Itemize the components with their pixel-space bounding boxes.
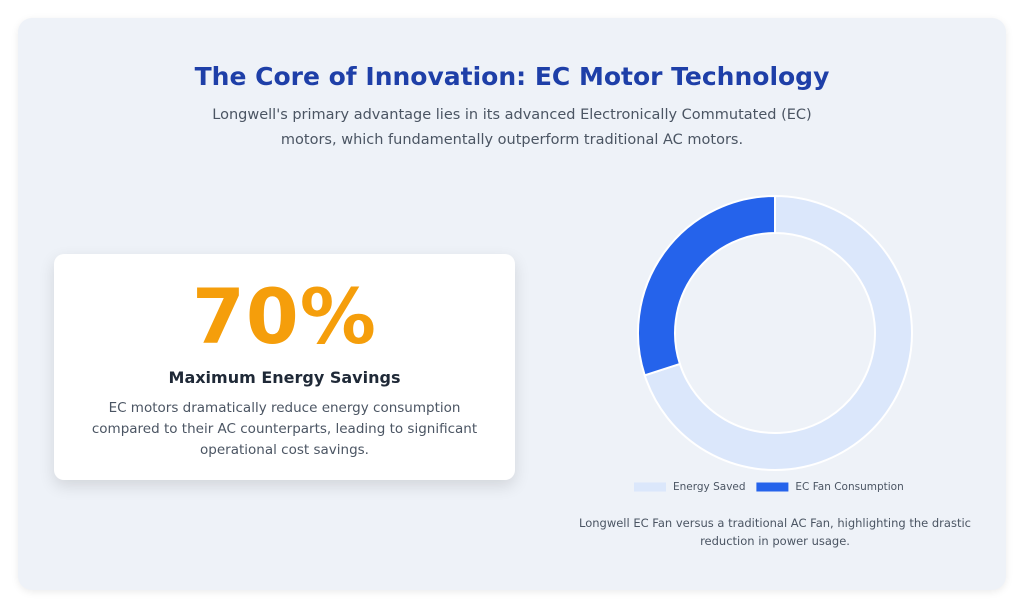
doughnut-slice [637, 194, 776, 377]
legend-label: EC Fan Consumption [795, 481, 903, 493]
legend-swatch [634, 482, 666, 492]
legend-swatch [756, 482, 789, 492]
legend-label: Energy Saved [673, 481, 746, 493]
doughnut-slice [643, 194, 913, 471]
section-title: The Core of Innovation: EC Motor Technol… [194, 62, 830, 91]
section-subtitle: Longwell's primary advantage lies in its… [212, 107, 812, 148]
chart-caption: Longwell EC Fan versus a traditional AC … [579, 516, 971, 548]
stat-value: 70% [192, 272, 377, 361]
stat-description: EC motors dramatically reduce energy con… [91, 400, 478, 458]
stat-card: 70% Maximum Energy Savings EC motors dra… [54, 254, 515, 480]
stat-heading: Maximum Energy Savings [168, 368, 401, 387]
